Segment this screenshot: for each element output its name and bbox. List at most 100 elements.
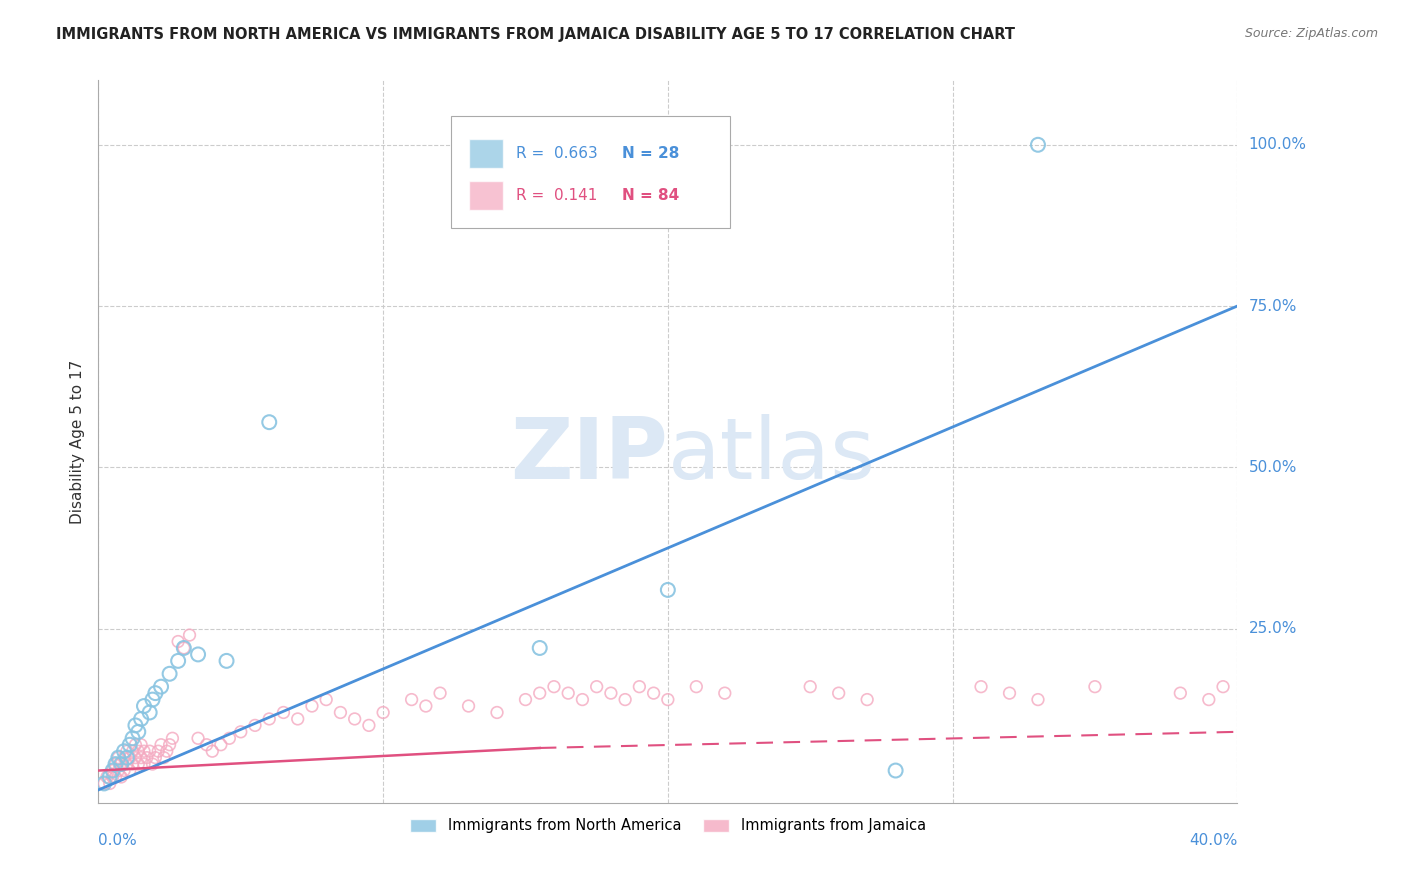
Point bbox=[273, 706, 295, 720]
Text: ZIP: ZIP bbox=[510, 415, 668, 498]
Point bbox=[101, 764, 124, 778]
Point bbox=[138, 744, 160, 758]
Point bbox=[110, 770, 132, 784]
Point bbox=[145, 750, 167, 764]
Point bbox=[195, 738, 218, 752]
Point bbox=[104, 757, 127, 772]
Point bbox=[159, 738, 181, 752]
Point bbox=[585, 680, 607, 694]
Point bbox=[187, 731, 209, 746]
Point bbox=[1170, 686, 1192, 700]
Point bbox=[118, 750, 141, 764]
Point bbox=[96, 770, 118, 784]
Point bbox=[643, 686, 665, 700]
Point bbox=[132, 744, 155, 758]
Point bbox=[657, 582, 679, 597]
Point bbox=[110, 757, 132, 772]
Point bbox=[167, 634, 190, 648]
Point bbox=[167, 654, 190, 668]
Point bbox=[1198, 692, 1220, 706]
FancyBboxPatch shape bbox=[468, 181, 503, 210]
Point bbox=[557, 686, 579, 700]
Point bbox=[129, 738, 152, 752]
Point bbox=[118, 764, 141, 778]
Point bbox=[124, 738, 146, 752]
Point bbox=[118, 738, 141, 752]
Point bbox=[107, 750, 129, 764]
Point bbox=[98, 776, 121, 790]
Point bbox=[98, 770, 121, 784]
Text: atlas: atlas bbox=[668, 415, 876, 498]
Point bbox=[104, 757, 127, 772]
Point bbox=[115, 757, 138, 772]
Point bbox=[148, 744, 170, 758]
Point bbox=[93, 776, 115, 790]
Point bbox=[884, 764, 907, 778]
Point bbox=[657, 692, 679, 706]
Text: 50.0%: 50.0% bbox=[1249, 460, 1296, 475]
Point bbox=[799, 680, 821, 694]
Text: 75.0%: 75.0% bbox=[1249, 299, 1296, 314]
Point bbox=[600, 686, 623, 700]
Point bbox=[121, 731, 143, 746]
Point bbox=[101, 770, 124, 784]
Point bbox=[141, 692, 163, 706]
Point bbox=[685, 680, 707, 694]
Point bbox=[162, 731, 184, 746]
Point bbox=[429, 686, 451, 700]
Point bbox=[132, 757, 155, 772]
Point bbox=[543, 680, 565, 694]
Point bbox=[138, 706, 160, 720]
Point bbox=[112, 764, 135, 778]
Point bbox=[124, 718, 146, 732]
Point bbox=[112, 750, 135, 764]
Point bbox=[121, 757, 143, 772]
Text: Source: ZipAtlas.com: Source: ZipAtlas.com bbox=[1244, 27, 1378, 40]
Point bbox=[529, 686, 551, 700]
Point bbox=[287, 712, 309, 726]
Text: R =  0.663: R = 0.663 bbox=[516, 146, 598, 161]
Point bbox=[970, 680, 993, 694]
Point bbox=[150, 738, 173, 752]
Point bbox=[856, 692, 879, 706]
Point bbox=[104, 770, 127, 784]
Point bbox=[179, 628, 201, 642]
Point bbox=[127, 744, 149, 758]
Point bbox=[329, 706, 352, 720]
Point bbox=[124, 750, 146, 764]
Text: 100.0%: 100.0% bbox=[1249, 137, 1306, 153]
Text: IMMIGRANTS FROM NORTH AMERICA VS IMMIGRANTS FROM JAMAICA DISABILITY AGE 5 TO 17 : IMMIGRANTS FROM NORTH AMERICA VS IMMIGRA… bbox=[56, 27, 1015, 42]
Point bbox=[628, 680, 651, 694]
Point bbox=[107, 750, 129, 764]
Point bbox=[129, 750, 152, 764]
Point bbox=[129, 712, 152, 726]
Point bbox=[529, 640, 551, 655]
Point bbox=[173, 640, 195, 655]
Point bbox=[132, 699, 155, 714]
Point bbox=[215, 654, 238, 668]
Point bbox=[112, 744, 135, 758]
Point bbox=[93, 776, 115, 790]
Point bbox=[209, 738, 232, 752]
Point bbox=[486, 706, 509, 720]
Point bbox=[135, 750, 157, 764]
Point bbox=[145, 686, 167, 700]
Point bbox=[401, 692, 423, 706]
Point bbox=[110, 757, 132, 772]
Text: 0.0%: 0.0% bbox=[98, 833, 138, 848]
FancyBboxPatch shape bbox=[451, 116, 731, 228]
Point bbox=[415, 699, 437, 714]
Point bbox=[243, 718, 266, 732]
Point bbox=[141, 757, 163, 772]
Point bbox=[153, 750, 176, 764]
Text: 40.0%: 40.0% bbox=[1189, 833, 1237, 848]
Y-axis label: Disability Age 5 to 17: Disability Age 5 to 17 bbox=[69, 359, 84, 524]
Text: 25.0%: 25.0% bbox=[1249, 621, 1296, 636]
Legend: Immigrants from North America, Immigrants from Jamaica: Immigrants from North America, Immigrant… bbox=[404, 813, 932, 838]
FancyBboxPatch shape bbox=[468, 139, 503, 168]
Point bbox=[101, 764, 124, 778]
Point bbox=[229, 724, 252, 739]
Point bbox=[127, 724, 149, 739]
Point bbox=[998, 686, 1021, 700]
Point bbox=[259, 712, 281, 726]
